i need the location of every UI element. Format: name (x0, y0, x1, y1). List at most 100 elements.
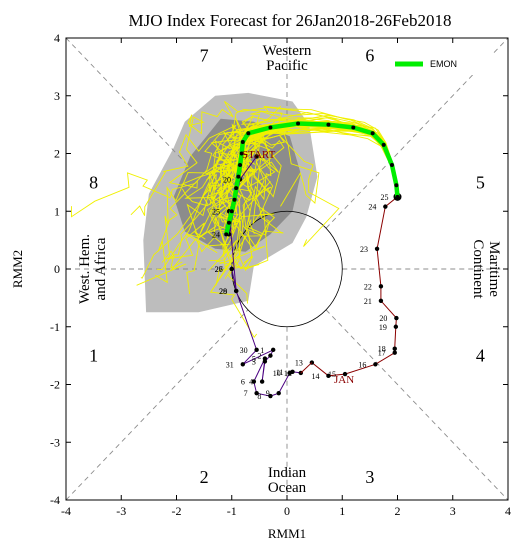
ensemble-member (184, 131, 398, 304)
observed-prev-day-label: 29 (219, 287, 227, 296)
observed-day-label: 13 (295, 359, 303, 368)
ensemble-mean-point (351, 125, 356, 130)
observed-day-label: 22 (364, 282, 372, 291)
y-tick-label: -4 (50, 493, 60, 507)
x-tick-label: 1 (339, 504, 345, 518)
region-africa: and Africa (93, 237, 109, 300)
ensemble-member (206, 114, 398, 211)
observed-prev-day-label: 7 (244, 389, 248, 398)
observed-point (373, 362, 378, 367)
ensemble-mean-point (234, 186, 239, 191)
observed-point (374, 246, 380, 251)
observed-day-label: 25 (381, 193, 389, 202)
y-tick-label: 4 (54, 31, 60, 45)
observed-day-label: 17 (378, 349, 386, 358)
observed-day-label: 23 (360, 245, 368, 254)
start-annotation: START (242, 149, 276, 161)
observed-late-day-label: 20 (223, 175, 231, 184)
observed-prev-point (262, 356, 268, 361)
guide-diag-nw (65, 37, 249, 229)
phase-label-2: 2 (200, 467, 209, 487)
observed-prev-point (240, 362, 245, 367)
observed-prev-day-label: 3 (252, 357, 256, 366)
ensemble-mean (224, 121, 400, 237)
observed-day-label: 24 (368, 203, 376, 212)
legend-box (389, 53, 499, 75)
observed-prev-point (268, 353, 273, 358)
x-tick-label: -2 (172, 504, 182, 518)
ensemble-mean-point (268, 125, 273, 130)
observed-day-label: 15 (328, 370, 336, 379)
x-tick-label: 0 (284, 504, 290, 518)
month-annotation: JAN (334, 374, 354, 386)
phase-label-3: 3 (365, 467, 374, 487)
observed-prev-day-label: 12 (284, 369, 292, 378)
region-western: Western (263, 43, 312, 59)
ensemble-mean-point (296, 121, 301, 126)
region-pacific: Pacific (266, 58, 308, 74)
observed-prev-day-label: 31 (226, 360, 234, 369)
observed-prev-day-label: 9 (266, 389, 270, 398)
observed-late-day-label: 17 (240, 152, 248, 161)
observed-prev-point (251, 379, 257, 384)
region-left: West. Hem. and Africa (77, 234, 109, 304)
observed-day-label: 18 (378, 345, 386, 354)
guide-diag-se (325, 309, 509, 501)
region-top: Western Pacific (263, 43, 312, 74)
observed-prev-day-label: 8 (257, 392, 261, 401)
y-axis-label: RMM2 (10, 250, 25, 288)
x-tick-label: -1 (227, 504, 237, 518)
x-tick-label: 3 (450, 504, 456, 518)
observed-prev-point (254, 390, 259, 396)
y-tick-label: -1 (50, 320, 60, 334)
observed-late-point (233, 288, 239, 294)
ensemble-mean-point (370, 131, 375, 136)
ensemble-mean-point (394, 183, 399, 188)
observed-prev-day-label: 1 (260, 346, 264, 355)
x-tick-label: 2 (395, 504, 401, 518)
observed-point (378, 284, 384, 289)
observed-late-day-label: 27 (215, 265, 223, 274)
region-west-hem: West. Hem. (77, 234, 93, 304)
ensemble-mean-point (246, 131, 251, 136)
phase-label-1: 1 (89, 346, 98, 366)
observed-point (393, 324, 399, 329)
region-bottom: Indian Ocean (268, 465, 307, 496)
observed-day-label: 20 (379, 314, 387, 323)
x-tick-label: -4 (61, 504, 71, 518)
observed-late-point (254, 154, 259, 159)
observed-point (326, 373, 331, 379)
phase-label-4: 4 (476, 346, 485, 366)
ensemble-mean-point (381, 142, 386, 147)
observed-day-label: 16 (358, 360, 366, 369)
ensemble-member (130, 109, 398, 216)
ensemble-mean-point (238, 163, 243, 168)
observed-point (378, 298, 384, 303)
observed-prev-day-label: 2 (257, 352, 261, 361)
observed-point (392, 350, 397, 355)
observed-late-day-label: 24 (212, 230, 220, 239)
observed-day-label: 21 (364, 297, 372, 306)
phase-label-8: 8 (89, 172, 98, 192)
y-tick-label: 1 (54, 204, 60, 218)
observed-point (383, 204, 388, 209)
observed-prev-point (270, 347, 276, 353)
observed-prev-point (254, 347, 259, 353)
phase-label-7: 7 (200, 45, 209, 65)
legend: EMON (389, 53, 499, 75)
y-tick-label: 3 (54, 89, 60, 103)
y-tick-label: 0 (54, 262, 60, 276)
observed-day-label: 19 (379, 323, 387, 332)
observed-late-day-label: 25 (212, 207, 220, 216)
region-ocean: Ocean (268, 480, 307, 496)
x-tick-label: 4 (505, 504, 511, 518)
x-tick-label: -3 (116, 504, 126, 518)
ensemble-mean-point (389, 163, 394, 168)
ensemble-mean-point (232, 197, 237, 202)
y-tick-label: 2 (54, 147, 60, 161)
legend-label: EMON (430, 59, 457, 69)
